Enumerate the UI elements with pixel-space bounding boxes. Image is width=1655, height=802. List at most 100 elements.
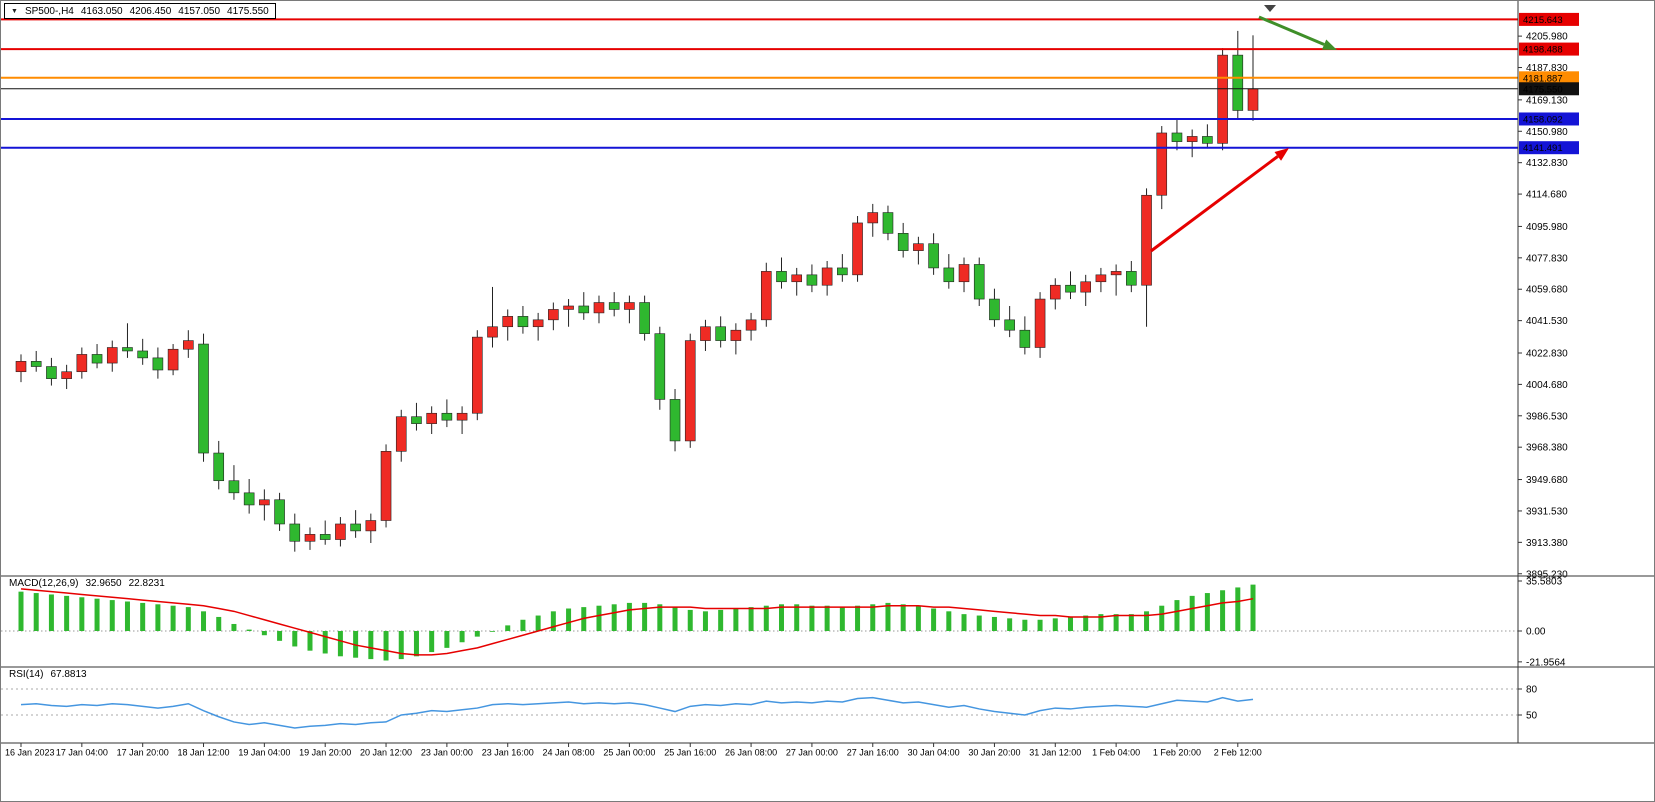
- bull-candle: [426, 412, 437, 424]
- bull-candle: [1095, 274, 1107, 283]
- macd-histogram-bar: [855, 605, 861, 631]
- price-axis-label: 4059.680: [1526, 285, 1568, 296]
- bull-candle: [548, 309, 559, 321]
- macd-histogram-bar: [64, 595, 70, 631]
- macd-histogram-bar: [1052, 618, 1058, 631]
- price-axis-label: 3895.230: [1526, 569, 1568, 580]
- bear-candle: [1019, 329, 1031, 348]
- time-axis-label: 26 Jan 08:00: [725, 748, 777, 758]
- bull-candle: [106, 347, 118, 364]
- bear-candle: [91, 354, 103, 364]
- macd-histogram-bar: [246, 629, 252, 631]
- macd-pane: [1, 584, 1518, 661]
- macd-histogram-bar: [657, 604, 663, 631]
- macd-histogram-bar: [1098, 614, 1104, 631]
- price-axis-label: 4169.130: [1526, 95, 1568, 106]
- macd-axis-label: -21.9564: [1526, 657, 1566, 668]
- macd-histogram-bar: [718, 609, 724, 631]
- macd-histogram-bar: [672, 607, 678, 631]
- rsi-line: [20, 696, 1254, 729]
- collapse-triangle-icon[interactable]: ▼: [11, 7, 18, 15]
- macd-indicator-label: MACD(12,26,9) 32.9650 22.8231: [9, 578, 165, 589]
- macd-histogram-bar: [520, 619, 526, 631]
- bull-candle: [1141, 194, 1152, 286]
- price-tag-label: 4141.491: [1523, 143, 1563, 154]
- price-tag: [1519, 112, 1579, 126]
- macd-histogram-bar: [109, 600, 115, 631]
- macd-main-value: 32.9650: [85, 578, 122, 589]
- time-axis-label: 19 Jan 04:00: [238, 748, 290, 758]
- rsi-axis-label: 80: [1526, 685, 1538, 696]
- macd-histogram-bar: [991, 616, 997, 631]
- rsi-value: 67.8813: [50, 669, 87, 680]
- bear-candle: [989, 298, 1000, 321]
- bear-candle: [669, 399, 681, 442]
- macd-histogram-bar: [1037, 619, 1043, 631]
- bull-candle: [76, 354, 88, 373]
- arrow-head: [1321, 39, 1337, 50]
- time-axis-label: 30 Jan 20:00: [968, 748, 1020, 758]
- price-axis-label: 4132.830: [1526, 158, 1568, 169]
- bear-candle: [243, 492, 255, 506]
- chart-shift-marker[interactable]: [1264, 5, 1276, 12]
- bar-low-value: 4157.050: [178, 5, 221, 17]
- bear-candle: [137, 350, 148, 359]
- price-tag-label: 4175.550: [1523, 84, 1563, 95]
- macd-histogram-bar: [185, 607, 191, 631]
- macd-histogram-bar: [748, 607, 754, 631]
- bull-candle: [365, 520, 377, 532]
- bullish-trend-arrow[interactable]: [1150, 148, 1289, 253]
- bull-candle: [1247, 88, 1259, 111]
- macd-histogram-bar: [733, 608, 739, 631]
- macd-histogram-bar: [490, 631, 496, 632]
- macd-histogram-bar: [33, 593, 39, 631]
- time-axis-label: 27 Jan 00:00: [786, 748, 838, 758]
- bear-candle: [198, 343, 209, 454]
- price-tag: [1519, 82, 1579, 96]
- price-axis-label: 3968.380: [1526, 443, 1568, 454]
- ohlc-info-box: ▼ SP500-,H4 4163.050 4206.450 4157.050 4…: [4, 3, 276, 19]
- price-tag: [1519, 71, 1579, 85]
- bull-candle: [852, 222, 863, 276]
- macd-histogram-bar: [261, 631, 267, 636]
- macd-histogram-bar: [824, 605, 830, 631]
- bull-candle: [532, 319, 544, 328]
- macd-histogram-bar: [398, 631, 404, 660]
- macd-histogram-bar: [170, 605, 176, 631]
- price-tag: [1519, 42, 1579, 56]
- macd-histogram-bar: [94, 598, 100, 631]
- price-axis-label: 3949.680: [1526, 475, 1568, 486]
- time-axis-label: 24 Jan 08:00: [543, 748, 595, 758]
- rsi-name: RSI(14): [9, 669, 44, 680]
- bearish-projection-arrow[interactable]: [1258, 15, 1337, 50]
- time-axis-label: 2 Feb 12:00: [1214, 748, 1262, 758]
- macd-histogram-bar: [763, 605, 769, 631]
- macd-histogram-bar: [779, 604, 784, 631]
- time-axis[interactable]: 16 Jan 2023 17 Jan 04:00 17 Jan 20:00 18 Ja…: [5, 743, 1262, 758]
- price-axis-label: 3931.530: [1526, 506, 1568, 517]
- bear-candle: [350, 523, 361, 532]
- macd-histogram-bar: [216, 616, 222, 631]
- bar-high-value: 4206.450: [129, 5, 172, 17]
- price-axis-label: 4041.530: [1526, 316, 1568, 327]
- bull-candle: [958, 264, 970, 283]
- time-axis-label: 23 Jan 00:00: [421, 748, 473, 758]
- bull-candle: [502, 316, 514, 328]
- bear-candle: [1126, 271, 1137, 286]
- macd-histogram-bar: [155, 604, 161, 631]
- bear-candle: [1065, 284, 1076, 293]
- bear-candle: [776, 271, 787, 283]
- bear-candle: [608, 302, 620, 310]
- macd-axis-label: 35.5803: [1526, 576, 1563, 587]
- macd-histogram-bar: [307, 631, 313, 651]
- macd-histogram-bar: [1189, 595, 1195, 631]
- bull-candle: [760, 271, 772, 321]
- bear-candle: [289, 523, 301, 542]
- bear-candle: [1232, 54, 1244, 111]
- macd-histogram-bar: [1022, 619, 1028, 631]
- bear-candle: [411, 416, 422, 424]
- bear-candle: [639, 302, 650, 334]
- bull-candle: [745, 319, 757, 331]
